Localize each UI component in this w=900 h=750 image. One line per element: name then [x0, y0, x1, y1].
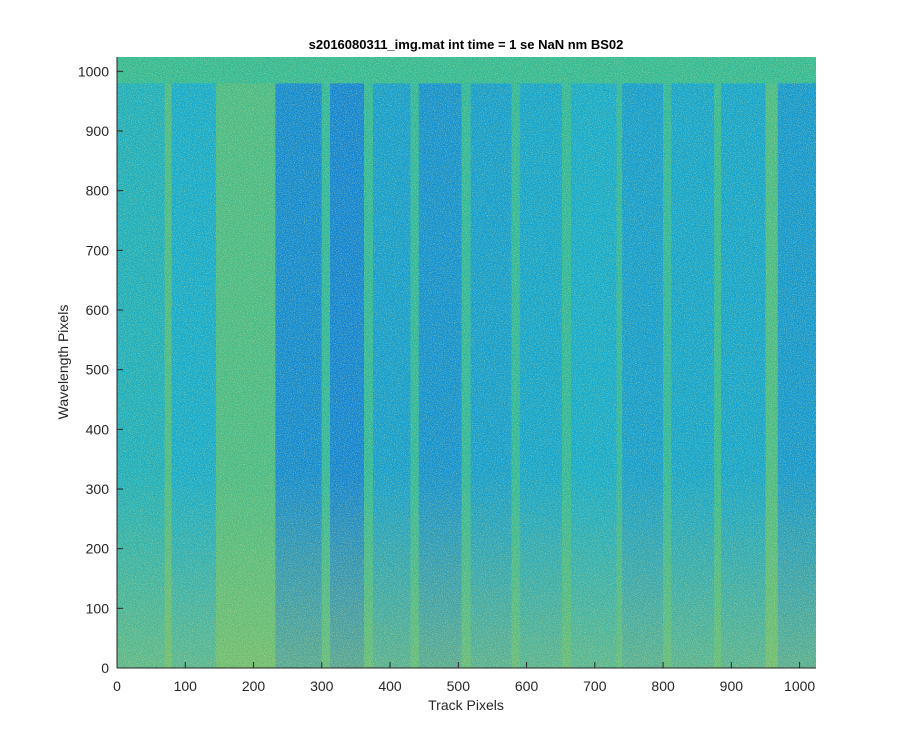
x-tick-label: 700: [583, 678, 607, 694]
y-axis-label: Wavelength Pixels: [55, 305, 71, 420]
heatmap-plot-area: [117, 57, 816, 668]
y-tick-label: 400: [86, 421, 110, 437]
x-tick-label: 1000: [784, 678, 815, 694]
x-tick-label: 400: [378, 678, 402, 694]
chart-title: s2016080311_img.mat int time = 1 se NaN …: [309, 37, 624, 52]
y-axis-ticks: 0 100 200 300 400 500 600 700 800 900 1000: [78, 63, 123, 676]
x-tick-label: 900: [720, 678, 744, 694]
y-tick-label: 500: [86, 362, 110, 378]
y-tick-label: 300: [86, 481, 110, 497]
y-tick-label: 0: [101, 660, 109, 676]
x-axis-label: Track Pixels: [428, 697, 504, 713]
y-tick-label: 900: [86, 123, 110, 139]
y-tick-label: 200: [86, 541, 110, 557]
x-tick-label: 800: [651, 678, 675, 694]
y-tick-label: 700: [86, 242, 110, 258]
y-tick-label: 1000: [78, 63, 109, 79]
y-tick-label: 600: [86, 302, 110, 318]
y-tick-label: 800: [86, 183, 110, 199]
x-tick-label: 100: [174, 678, 198, 694]
x-tick-label: 500: [447, 678, 471, 694]
x-tick-label: 0: [113, 678, 121, 694]
x-tick-label: 300: [310, 678, 334, 694]
x-tick-label: 200: [242, 678, 266, 694]
heatmap-noise-texture: [117, 57, 816, 668]
x-tick-label: 600: [515, 678, 539, 694]
x-axis-ticks: 0 100 200 300 400 500 600 700 800 900 1000: [113, 662, 815, 694]
y-tick-label: 100: [86, 600, 110, 616]
